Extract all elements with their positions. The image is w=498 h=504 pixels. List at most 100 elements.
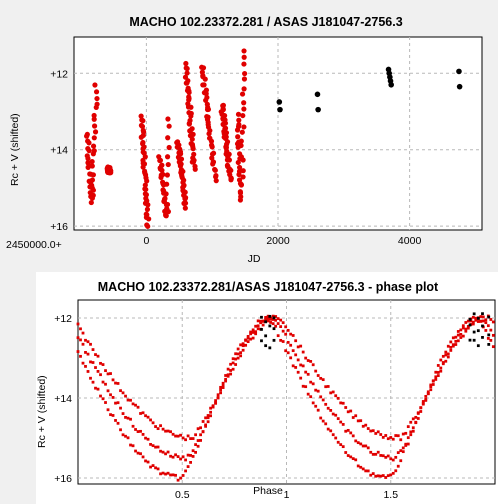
data-point bbox=[212, 167, 218, 173]
data-point bbox=[235, 111, 242, 117]
data-point bbox=[291, 334, 295, 337]
data-point bbox=[129, 398, 132, 402]
data-point bbox=[256, 324, 260, 328]
data-point bbox=[126, 436, 130, 440]
data-point bbox=[190, 146, 196, 152]
data-point bbox=[221, 384, 225, 388]
data-point bbox=[126, 416, 130, 420]
data-point bbox=[491, 345, 495, 349]
data-point bbox=[314, 369, 318, 373]
data-point bbox=[399, 449, 403, 453]
data-point bbox=[374, 474, 378, 478]
data-point bbox=[238, 142, 244, 149]
data-point bbox=[236, 347, 240, 351]
data-point bbox=[229, 372, 233, 376]
y-axis-label: Rc + V (shifted) bbox=[9, 113, 21, 186]
data-point bbox=[91, 112, 97, 119]
data-point bbox=[404, 431, 408, 435]
data-point bbox=[446, 355, 450, 359]
data-point bbox=[336, 440, 340, 444]
data-point bbox=[471, 322, 475, 326]
data-point bbox=[272, 327, 276, 331]
data-point bbox=[81, 331, 85, 335]
data-point bbox=[140, 164, 146, 170]
data-point bbox=[151, 464, 155, 467]
data-point bbox=[231, 367, 235, 371]
data-point bbox=[446, 344, 450, 348]
data-point bbox=[146, 437, 150, 441]
data-point bbox=[224, 374, 228, 377]
data-point bbox=[299, 363, 303, 367]
data-point bbox=[401, 432, 405, 436]
data-point bbox=[329, 429, 333, 433]
data-point bbox=[240, 168, 246, 174]
data-point bbox=[239, 129, 245, 135]
data-point bbox=[426, 390, 430, 394]
data-point bbox=[91, 123, 98, 129]
data-point bbox=[444, 359, 448, 363]
data-point bbox=[469, 319, 473, 323]
data-point bbox=[301, 350, 305, 354]
data-point bbox=[406, 425, 410, 429]
x-tick-label: 4000 bbox=[398, 235, 422, 247]
data-point bbox=[384, 476, 388, 479]
data-point bbox=[456, 83, 463, 90]
data-point bbox=[266, 316, 270, 320]
data-point bbox=[126, 398, 130, 402]
data-point bbox=[201, 430, 205, 433]
data-point bbox=[99, 373, 102, 377]
data-point bbox=[191, 455, 195, 458]
data-point bbox=[324, 422, 328, 426]
data-point bbox=[151, 444, 155, 448]
data-point bbox=[199, 439, 202, 442]
data-point bbox=[111, 378, 115, 382]
data-point bbox=[109, 372, 112, 375]
data-point bbox=[261, 323, 265, 327]
data-point bbox=[219, 385, 223, 389]
data-point bbox=[124, 394, 127, 398]
data-point bbox=[321, 398, 325, 402]
data-point bbox=[461, 334, 465, 338]
data-point bbox=[416, 412, 420, 415]
data-point bbox=[165, 116, 171, 122]
data-point bbox=[241, 48, 247, 54]
data-point bbox=[235, 159, 241, 166]
data-point bbox=[274, 324, 278, 328]
data-point bbox=[268, 346, 272, 350]
data-point bbox=[141, 411, 145, 415]
data-point bbox=[209, 144, 215, 150]
data-point bbox=[206, 131, 212, 137]
y-tick-labels: +12 +14 +16 bbox=[50, 68, 68, 233]
data-point bbox=[481, 335, 484, 339]
data-point bbox=[301, 384, 305, 388]
data-point bbox=[359, 465, 363, 469]
data-point bbox=[451, 336, 455, 340]
data-point bbox=[184, 66, 190, 72]
data-point bbox=[194, 433, 197, 437]
data-point bbox=[434, 378, 438, 381]
data-point bbox=[306, 392, 310, 396]
data-point bbox=[214, 401, 218, 405]
data-point bbox=[286, 351, 290, 355]
data-point bbox=[411, 426, 415, 430]
data-point bbox=[79, 354, 82, 358]
data-point bbox=[304, 356, 308, 360]
data-point bbox=[249, 330, 253, 334]
data-point bbox=[314, 388, 318, 392]
data-point bbox=[163, 213, 169, 219]
data-point bbox=[234, 357, 238, 361]
data-point bbox=[324, 385, 328, 389]
data-point bbox=[341, 401, 345, 405]
data-point bbox=[451, 343, 455, 347]
data-point bbox=[344, 406, 348, 409]
data-point bbox=[374, 452, 378, 456]
data-point bbox=[129, 443, 132, 447]
data-point bbox=[166, 144, 172, 151]
data-point bbox=[329, 391, 333, 395]
data-point bbox=[379, 454, 383, 457]
data-point bbox=[371, 452, 375, 456]
data-point bbox=[324, 402, 328, 406]
data-point bbox=[451, 344, 455, 348]
data-point bbox=[157, 157, 164, 163]
data-point bbox=[166, 429, 170, 433]
